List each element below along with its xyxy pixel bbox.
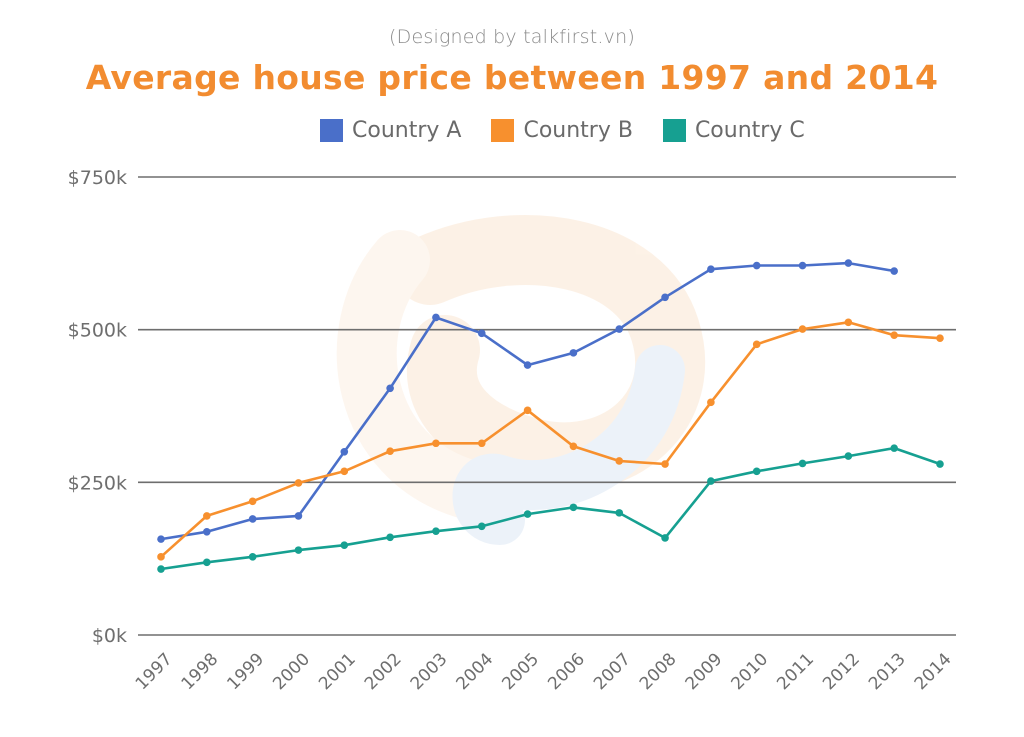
grid: [138, 176, 956, 636]
data-point-country-c-1999: [248, 553, 257, 561]
chart-credit: (Designed by talkfirst.vn): [389, 26, 635, 48]
x-tick-label: 2008: [636, 649, 681, 694]
data-point-country-c-2013: [890, 444, 898, 452]
series-lines: [159, 261, 942, 571]
data-point-country-a-2000: [294, 512, 303, 520]
y-axis-ticks: $0k $250k $500k $750k: [68, 167, 127, 647]
data-point-country-c-2001: [340, 541, 349, 550]
watermark-swirl-peach-outer: [336, 230, 500, 520]
y-tick-label: $0k: [92, 625, 127, 647]
series-line-country-c: [159, 446, 942, 571]
data-point-country-c-1997: [157, 565, 165, 573]
legend-label-country-c: Country C: [694, 118, 805, 143]
watermark-swirl-blue: [452, 345, 685, 545]
x-tick-label: 2013: [865, 649, 910, 694]
data-point-country-c-2006: [569, 503, 578, 512]
data-point-country-a-2002: [386, 384, 394, 393]
legend-swatch-country-b: [491, 119, 515, 142]
data-point-country-a-2008: [661, 293, 669, 302]
data-point-country-a-2005: [523, 361, 532, 369]
data-point-country-b-2013: [890, 331, 898, 339]
legend-swatch-country-a: [320, 119, 343, 142]
y-tick-label: $750k: [68, 167, 127, 189]
data-point-country-b-2009: [707, 398, 715, 407]
data-point-country-c-2009: [707, 477, 715, 485]
data-point-country-b-2014: [936, 334, 944, 343]
x-tick-label: 2005: [498, 649, 543, 694]
x-tick-label: 2004: [453, 649, 498, 694]
data-point-country-a-2013: [890, 267, 898, 275]
x-tick-label: 1997: [132, 649, 177, 694]
series-points: [157, 259, 944, 573]
x-tick-label: 2010: [728, 649, 773, 694]
data-point-country-c-2002: [386, 533, 394, 542]
data-point-country-b-2006: [569, 442, 578, 451]
data-point-country-a-2007: [615, 325, 624, 333]
chart-title: Average house price between 1997 and 201…: [85, 58, 939, 97]
data-point-country-c-2010: [752, 467, 761, 476]
data-point-country-a-2004: [477, 329, 486, 338]
data-point-country-a-1999: [248, 515, 257, 523]
x-tick-label: 2000: [269, 649, 314, 694]
data-point-country-a-2001: [340, 448, 349, 456]
x-tick-label: 2006: [544, 649, 589, 694]
x-tick-label: 2001: [315, 649, 360, 694]
data-point-country-a-2006: [569, 349, 578, 357]
legend-label-country-b: Country B: [523, 118, 633, 143]
watermark-logo: [336, 215, 706, 545]
data-point-country-a-1998: [203, 527, 211, 536]
data-point-country-a-2003: [432, 313, 440, 322]
x-tick-label: 1999: [223, 649, 268, 694]
data-point-country-c-2000: [294, 546, 303, 554]
data-point-country-a-2012: [844, 259, 853, 267]
x-tick-label: 2003: [407, 649, 452, 694]
data-point-country-b-2000: [294, 479, 303, 487]
x-tick-label: 1998: [178, 649, 223, 694]
data-point-country-a-2011: [798, 261, 807, 270]
legend-item-country-c: Country C: [662, 118, 805, 143]
y-tick-label: $250k: [68, 472, 127, 494]
data-point-country-c-1998: [203, 558, 211, 567]
data-point-country-c-2011: [798, 459, 807, 468]
data-point-country-c-2014: [936, 460, 944, 468]
data-point-country-c-2005: [523, 510, 532, 518]
data-point-country-a-1997: [157, 535, 165, 543]
data-point-country-b-2001: [340, 467, 349, 476]
legend-swatch-country-c: [662, 119, 686, 142]
data-point-country-c-2004: [477, 522, 486, 531]
data-point-country-b-2008: [661, 460, 669, 468]
data-point-country-b-1997: [157, 553, 165, 561]
data-point-country-b-2003: [432, 439, 440, 448]
series-line-country-b: [159, 321, 942, 559]
data-point-country-b-1998: [203, 512, 211, 520]
data-point-country-b-2012: [844, 318, 853, 327]
y-tick-label: $500k: [68, 320, 127, 342]
data-point-country-a-2009: [707, 265, 715, 274]
x-tick-label: 2011: [773, 649, 818, 694]
data-point-country-b-2010: [752, 340, 761, 349]
x-tick-label: 2012: [819, 649, 864, 694]
legend-item-country-a: Country A: [320, 118, 461, 143]
x-tick-label: 2007: [590, 649, 635, 694]
data-point-country-b-1999: [248, 497, 257, 506]
x-tick-label: 2009: [682, 649, 727, 694]
data-point-country-b-2011: [798, 325, 807, 333]
data-point-country-c-2012: [844, 452, 853, 460]
data-point-country-c-2008: [661, 534, 669, 542]
data-point-country-a-2010: [752, 261, 761, 270]
data-point-country-b-2002: [386, 447, 394, 455]
data-point-country-c-2003: [432, 527, 440, 535]
data-point-country-b-2007: [615, 457, 624, 465]
x-axis-ticks: 1997 1998 1999 2000 2001 2002 2003 2004 2005 2006…: [132, 649, 956, 694]
x-tick-label: 2002: [361, 649, 406, 694]
chart-legend: Country A Country B Country C: [320, 118, 805, 143]
x-tick-label: 2014: [911, 649, 956, 694]
data-point-country-c-2007: [615, 509, 624, 517]
legend-label-country-a: Country A: [352, 118, 462, 143]
data-point-country-b-2004: [477, 439, 486, 448]
data-point-country-b-2005: [523, 406, 532, 415]
legend-item-country-b: Country B: [491, 118, 633, 143]
